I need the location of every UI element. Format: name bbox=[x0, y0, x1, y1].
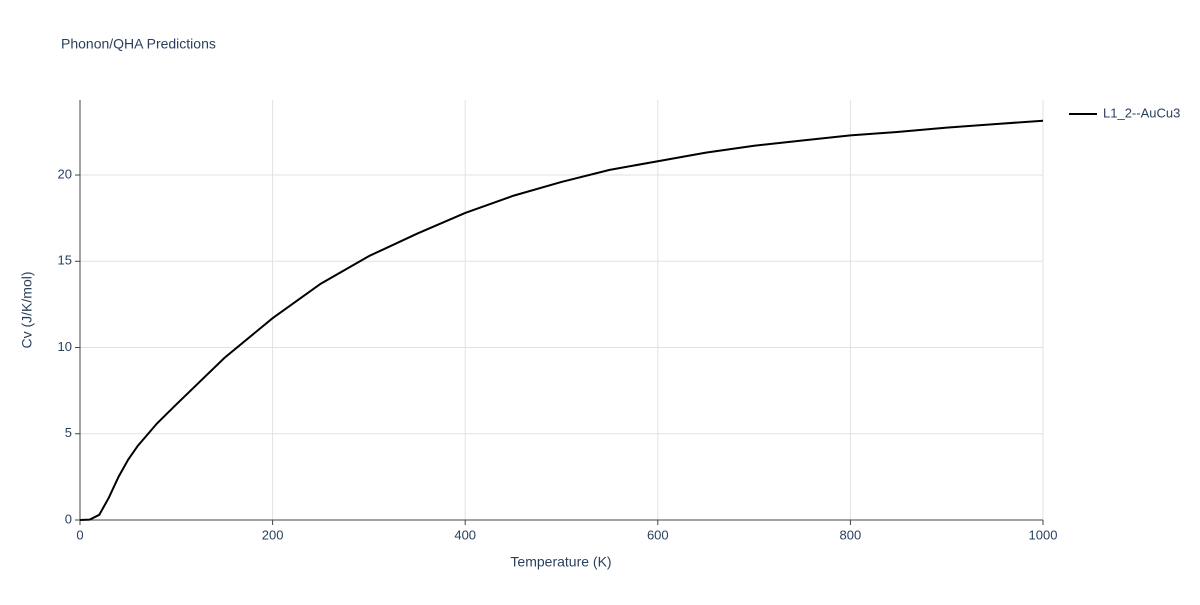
y-axis-label: Cv (J/K/mol) bbox=[19, 272, 35, 349]
chart-title: Phonon/QHA Predictions bbox=[61, 36, 216, 52]
y-tick-label: 10 bbox=[58, 339, 72, 354]
y-tick-label: 0 bbox=[65, 511, 72, 526]
x-tick-label: 1000 bbox=[1029, 527, 1058, 542]
x-tick-label: 400 bbox=[454, 527, 476, 542]
y-tick-label: 5 bbox=[65, 425, 72, 440]
x-tick-label: 600 bbox=[647, 527, 669, 542]
y-tick-label: 15 bbox=[58, 253, 72, 268]
x-tick-label: 0 bbox=[76, 527, 83, 542]
y-tick-label: 20 bbox=[58, 166, 72, 181]
x-axis-label: Temperature (K) bbox=[510, 554, 611, 570]
x-tick-label: 200 bbox=[262, 527, 284, 542]
x-tick-label: 800 bbox=[840, 527, 862, 542]
legend-label: L1_2--AuCu3 bbox=[1103, 105, 1180, 120]
data-line bbox=[79, 119, 1044, 521]
